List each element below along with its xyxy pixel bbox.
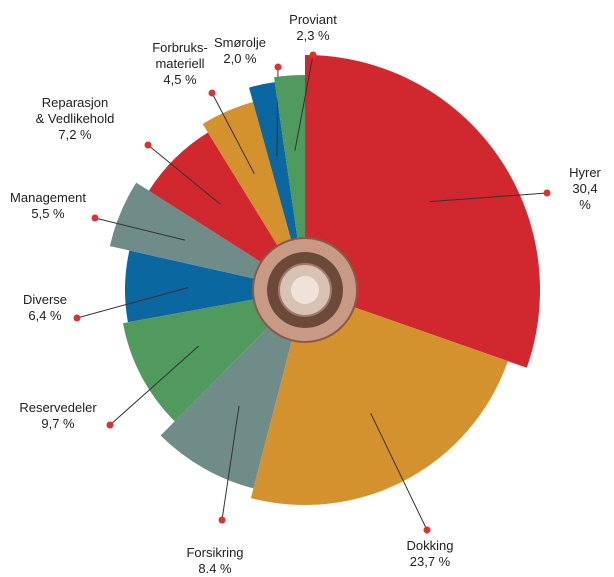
slice-label: Forbruks- materiell 4,5 % [152, 40, 208, 88]
value-label: 2,3 % [296, 28, 330, 43]
leader-line [294, 54, 314, 151]
slice-label: Hyrer 30,4 % [569, 165, 601, 213]
pie-slice [160, 290, 305, 489]
leader-dot [144, 141, 152, 149]
slice-label: Forsikring 8.4 % [186, 545, 243, 577]
leader-dot [309, 51, 317, 59]
slice-label: Diverse 6,4 % [23, 292, 67, 324]
pie-slice [249, 82, 305, 290]
leader-line [109, 345, 199, 426]
leader-line [221, 405, 240, 521]
leader-line [94, 217, 186, 241]
category-label: Reparasjon & Vedlikehold [35, 95, 115, 126]
pie-slice [148, 132, 305, 290]
pie-slice [125, 250, 306, 323]
category-label: Diverse [22, 292, 68, 307]
pie-slice [305, 55, 540, 368]
category-label: Forbruks- materiell [152, 40, 208, 71]
pie-slice [274, 75, 305, 290]
leader-line [147, 144, 221, 205]
leader-line [211, 92, 255, 175]
value-label: 5,5 % [31, 206, 65, 221]
value-label: 6,4 % [28, 308, 62, 323]
leader-line [429, 192, 548, 203]
pie-slice [202, 102, 305, 290]
value-label: 9,7 % [41, 416, 75, 431]
category-label: Forsikring [186, 545, 244, 560]
category-label: Hyrer [569, 165, 601, 180]
value-label: 2,0 % [223, 51, 257, 66]
pie-slice [123, 290, 305, 422]
value-label: 4,5 % [163, 72, 197, 87]
category-label: Proviant [289, 12, 337, 27]
pie-slice [250, 290, 508, 505]
value-label: 23,7 % [409, 554, 451, 569]
slice-label: Reservedeler 9,7 % [19, 400, 96, 432]
value-label: 30,4 % [572, 181, 598, 212]
pie-slice [109, 182, 305, 290]
category-label: Smørolje [213, 35, 267, 50]
slice-label: Reparasjon & Vedlikehold 7,2 % [36, 95, 115, 143]
leader-dot [91, 214, 99, 222]
value-label: 8.4 % [198, 561, 232, 576]
leader-dot [423, 526, 431, 534]
leader-dot [218, 516, 226, 524]
category-label: Management [10, 190, 86, 205]
slice-label: Smørolje 2,0 % [214, 35, 266, 67]
slice-label: Dokking 23,7 % [407, 538, 454, 570]
leader-dot [73, 314, 81, 322]
category-label: Dokking [406, 538, 454, 553]
slice-label: Proviant 2,3 % [289, 12, 337, 44]
leader-dot [208, 89, 216, 97]
leader-dot [274, 63, 282, 71]
leader-line [370, 413, 428, 531]
leader-dot [106, 421, 114, 429]
leader-line [76, 287, 189, 319]
value-label: 7,2 % [58, 127, 92, 142]
leader-dot [543, 189, 551, 197]
slice-label: Management 5,5 % [10, 190, 86, 222]
hub-cap [291, 276, 319, 304]
category-label: Reservedeler [19, 400, 97, 415]
